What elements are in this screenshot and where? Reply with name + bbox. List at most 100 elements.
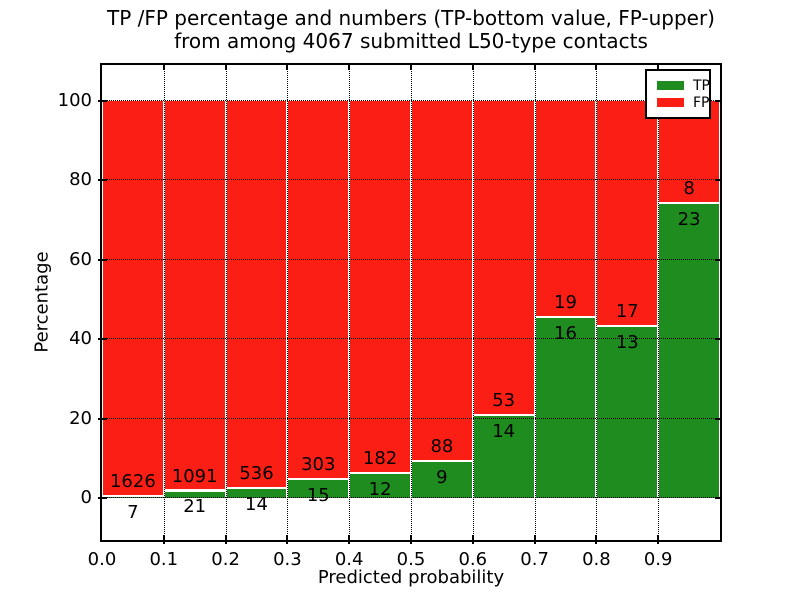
x-tick-mark-top [162,65,165,70]
fp-bar-segment [163,101,226,491]
stacked-bar: 8 23 [658,101,720,498]
fp-count-label: 182 [362,448,398,470]
tp-count-label: 12 [368,479,392,501]
tp-bar-segment [534,316,597,498]
vertical-gridline [596,65,598,540]
y-tick-mark-left [98,100,107,102]
vertical-gridline [225,65,227,540]
fp-bar-segment [596,101,659,326]
tp-count-label: 14 [245,493,268,515]
stacked-bar: 88 9 [411,101,473,498]
legend: TP FP [645,69,711,119]
stacked-bar: 53 14 [472,101,535,498]
x-tick-label: 0.6 [458,549,488,570]
x-tick-label: 0.3 [273,549,302,570]
x-tick-label: 0.8 [582,549,611,570]
legend-label-tp: TP [693,77,710,94]
x-tick-label: 0.4 [334,549,364,570]
fp-color-swatch [657,98,684,107]
tp-count-label: 23 [677,209,701,231]
tp-count-label: 9 [436,467,448,489]
fp-bar-segment [349,101,411,474]
legend-entry-tp: TP [657,77,710,94]
stacked-bar: 1626 7 [102,101,164,523]
stacked-bar: 1091 21 [163,101,226,517]
y-tick-label: 0 [80,487,92,508]
x-tick-mark-top [348,65,351,70]
x-tick-mark-bottom [286,535,289,544]
vertical-gridline [472,65,474,540]
y-tick-label: 80 [69,169,92,191]
fp-count-label: 53 [492,390,516,412]
y-tick-mark-right [715,100,720,102]
y-tick-mark-left [98,258,107,261]
vertical-gridline [349,65,351,540]
y-tick-mark-right [715,417,720,420]
tp-count-label: 14 [492,421,516,443]
y-tick-mark-left [98,179,107,182]
stacked-bar: 182 12 [349,101,411,500]
chart-title-line2: from among 4067 submitted L50-type conta… [174,29,648,53]
x-tick-mark-top [410,65,412,70]
plot-area: 1626 7 1091 21 536 14 303 15 182 12 88 9 53 14 19 16 17 1… [98,63,722,544]
x-tick-mark-top [471,65,474,70]
fp-count-label: 88 [430,436,454,458]
vertical-gridline [287,65,289,540]
x-tick-label: 0.2 [211,549,240,570]
x-tick-mark-top [286,65,289,70]
fp-bar-segment [472,101,535,416]
stacked-bar: 17 13 [596,101,659,498]
vertical-gridline [658,65,660,540]
fp-bar-segment [102,101,164,497]
y-tick-label: 20 [69,407,92,429]
x-tick-mark-bottom [657,535,660,544]
tp-color-swatch [657,81,684,90]
fp-count-label: 1091 [171,465,218,487]
y-tick-mark-right [715,258,720,261]
tp-count-label: 21 [183,496,207,518]
fp-bar-segment [411,101,473,462]
x-tick-mark-top [595,65,598,70]
fp-count-label: 17 [615,300,639,322]
x-tick-mark-bottom [162,535,165,544]
vertical-gridline [534,65,536,540]
fp-count-label: 19 [554,291,577,313]
tp-count-label: 13 [615,331,639,353]
stacked-bar: 303 15 [287,101,350,506]
legend-label-fp: FP [693,94,710,111]
tp-count-label: 16 [554,322,577,344]
tp-count-label: 15 [306,485,330,507]
fp-bar-segment [225,101,288,488]
stacked-bar: 536 14 [225,101,288,514]
y-tick-mark-left [98,338,107,341]
x-tick-mark-bottom [224,535,227,544]
y-tick-mark-left [98,417,107,420]
y-tick-mark-right [715,179,720,182]
x-tick-mark-top [657,65,660,70]
fp-count-label: 536 [239,462,274,484]
tp-bar-segment [349,473,411,498]
fp-bar-segment [534,101,597,317]
fp-count-label: 303 [301,454,336,476]
chart-title-line1: TP /FP percentage and numbers (TP-bottom… [107,6,715,30]
x-tick-label: 0.0 [87,549,117,570]
x-tick-mark-bottom [471,535,474,544]
legend-entry-fp: FP [657,94,710,111]
fp-bar-segment [287,101,350,480]
x-tick-label: 0.7 [520,549,549,570]
y-axis-label: Percentage [31,251,53,353]
y-tick-label: 40 [69,328,92,350]
tp-count-label: 7 [127,502,139,524]
y-tick-label: 100 [57,90,92,111]
x-axis-label: Predicted probability [317,567,505,588]
tp-bar-segment [411,461,473,498]
x-tick-mark-bottom [410,535,412,544]
x-tick-mark-top [224,65,227,70]
y-tick-mark-right [715,497,720,499]
y-tick-mark-right [715,338,720,341]
x-tick-mark-bottom [595,535,598,544]
y-tick-label: 60 [69,248,92,270]
fp-count-label: 8 [683,178,695,200]
x-tick-label: 0.5 [396,549,426,570]
